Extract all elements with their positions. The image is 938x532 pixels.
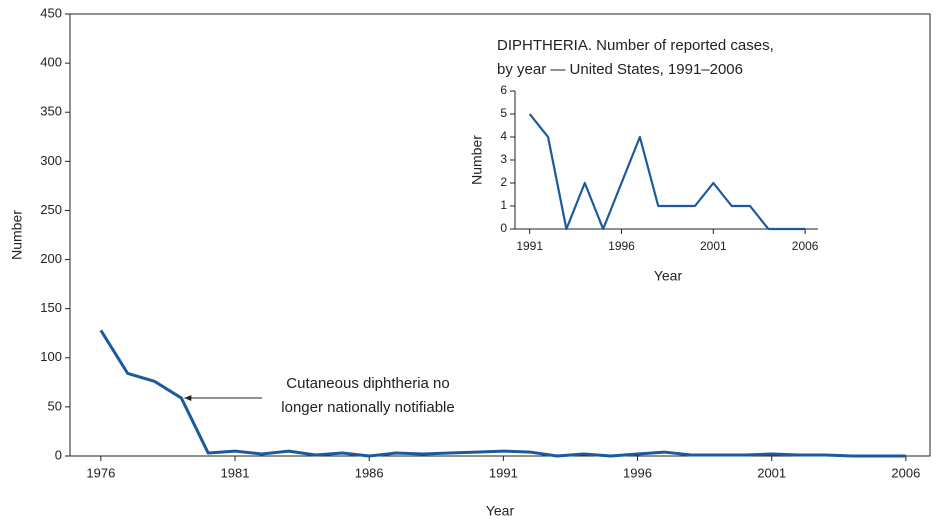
y-tick-label: 300 — [40, 153, 62, 168]
x-tick-label: 1976 — [86, 465, 115, 480]
y-tick-label: 5 — [500, 106, 507, 120]
x-tick-label: 2006 — [792, 239, 819, 253]
plot-frame — [69, 13, 931, 457]
y-tick-label: 150 — [40, 300, 62, 315]
y-tick-label: 6 — [500, 83, 507, 97]
x-tick-label: 2001 — [757, 465, 786, 480]
data-line — [528, 113, 806, 231]
x-axis-label: Year — [654, 268, 683, 284]
y-tick-label: 1 — [500, 198, 507, 212]
x-tick-label: 1991 — [516, 239, 543, 253]
y-tick-label: 100 — [40, 349, 62, 364]
y-tick-label: 400 — [40, 55, 62, 70]
x-tick-label: 1981 — [221, 465, 250, 480]
x-tick-label: 2001 — [700, 239, 727, 253]
x-tick-label: 1991 — [489, 465, 518, 480]
y-tick-label: 4 — [500, 129, 507, 143]
chart-title: by year — United States, 1991–2006 — [497, 61, 743, 78]
y-axis-label: Number — [469, 135, 485, 185]
x-axis-label: Year — [486, 503, 515, 519]
y-tick-label: 350 — [40, 104, 62, 119]
y-tick-label: 0 — [55, 447, 62, 462]
data-line — [99, 329, 906, 458]
x-tick-label: 2006 — [891, 465, 920, 480]
y-tick-label: 3 — [500, 152, 507, 166]
x-tick-label: 1996 — [608, 239, 635, 253]
annotation: Cutaneous diphtheria no — [286, 375, 449, 392]
annotation: longer nationally notifiable — [281, 399, 454, 416]
chart-title: DIPHTHERIA. Number of reported cases, — [497, 37, 774, 54]
y-tick-label: 0 — [500, 221, 507, 235]
x-tick-label: 1996 — [623, 465, 652, 480]
y-axis-label: Number — [9, 210, 25, 260]
y-tick-label: 2 — [500, 175, 507, 189]
y-tick-label: 450 — [40, 5, 62, 20]
x-tick-label: 1986 — [355, 465, 384, 480]
y-tick-label: 200 — [40, 251, 62, 266]
y-tick-label: 250 — [40, 202, 62, 217]
y-tick-label: 50 — [48, 398, 62, 413]
